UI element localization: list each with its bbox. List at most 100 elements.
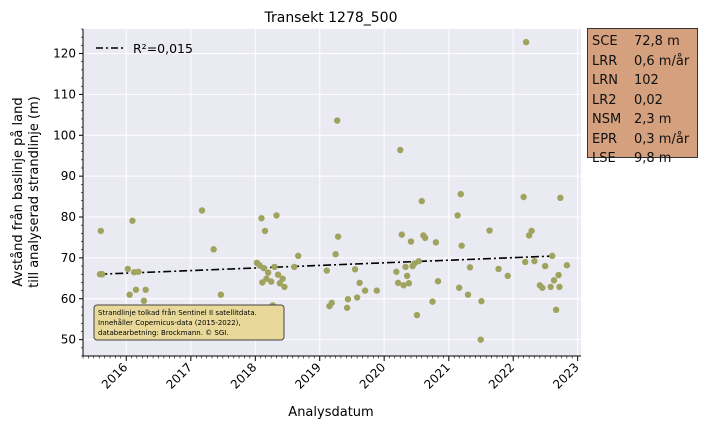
- data-point: [407, 238, 415, 245]
- data-point: [281, 283, 288, 291]
- stat-row-epr: EPR 0,3 m/år: [592, 130, 693, 150]
- stat-key: LR2: [592, 92, 617, 108]
- stats-box: SCE 72,8 m LRR 0,6 m/år LRN 102 LR2 0,02…: [587, 28, 698, 166]
- x-tick-label: 2016: [99, 360, 130, 391]
- data-point: [434, 277, 442, 285]
- data-point: [351, 266, 359, 273]
- data-point: [429, 298, 436, 305]
- data-point: [397, 146, 404, 154]
- data-point: [294, 252, 302, 260]
- data-point: [398, 231, 406, 238]
- stat-row-lr2: LR2 0,02: [592, 91, 693, 111]
- data-point: [464, 291, 472, 298]
- data-points: [96, 38, 571, 343]
- stat-value: 0,02: [634, 92, 663, 108]
- data-point: [142, 286, 149, 293]
- data-point: [273, 212, 280, 219]
- data-point: [132, 286, 140, 293]
- data-note-box: [93, 304, 285, 341]
- data-point: [418, 197, 425, 205]
- stat-key: LRN: [592, 73, 618, 88]
- data-point: [466, 264, 474, 271]
- data-point: [258, 215, 265, 222]
- data-point: [454, 212, 461, 219]
- data-point: [550, 277, 558, 284]
- stat-row-sce: SCE 72,8 m: [592, 32, 693, 52]
- data-point: [402, 263, 409, 271]
- data-point: [403, 272, 411, 280]
- x-tick-label: 2022: [486, 360, 517, 391]
- x-tick-label: 2020: [357, 360, 388, 391]
- stat-key: NSM: [592, 112, 622, 127]
- data-point: [541, 262, 549, 270]
- data-point: [279, 275, 286, 282]
- data-point: [323, 267, 330, 274]
- data-point: [97, 227, 105, 235]
- data-point: [557, 194, 564, 202]
- data-point: [373, 287, 380, 294]
- data-point: [455, 284, 463, 291]
- data-point: [486, 227, 493, 234]
- stat-value: 102: [634, 73, 659, 88]
- trend-line: [99, 255, 558, 276]
- stat-key: LSE: [592, 151, 616, 166]
- data-point: [539, 284, 546, 291]
- data-point: [267, 278, 275, 285]
- stat-key: LRR: [592, 53, 618, 69]
- stat-value: 0,6 m/år: [634, 53, 690, 69]
- data-point: [531, 257, 538, 265]
- y-tick-label: 120: [53, 47, 76, 61]
- data-point: [217, 291, 225, 298]
- stat-value: 72,8 m: [634, 34, 680, 49]
- y-axis-label-line-1: Avstånd från baslinje på land: [11, 97, 26, 286]
- data-point: [198, 207, 206, 214]
- data-point: [400, 282, 407, 289]
- data-point: [393, 268, 400, 275]
- data-point: [522, 258, 529, 266]
- data-point: [274, 271, 282, 278]
- data-point: [99, 271, 106, 278]
- data-point: [432, 239, 440, 246]
- x-tick-label: 2023: [550, 360, 581, 391]
- data-point: [457, 190, 464, 198]
- stat-key: EPR: [592, 131, 618, 147]
- x-tick-label: 2018: [228, 360, 259, 391]
- data-point: [129, 217, 136, 224]
- data-point: [394, 279, 402, 287]
- grid-lines: [83, 29, 581, 356]
- data-point: [413, 311, 421, 319]
- data-note-line-2: Innehåller Copernicus-data (2015-2022),: [98, 318, 241, 327]
- stat-key: SCE: [592, 34, 618, 49]
- data-point: [421, 234, 429, 242]
- y-tick-label: 110: [53, 87, 76, 101]
- stat-row-lse: LSE 9,8 m: [592, 149, 693, 169]
- data-point: [353, 294, 361, 301]
- data-point: [334, 117, 341, 124]
- stat-row-lrn: LRN 102: [592, 71, 693, 91]
- data-note-line-1: Strandlinje tolkad från Sentinel II sate…: [98, 308, 257, 317]
- stat-row-lrr: LRR 0,6 m/år: [592, 52, 693, 72]
- data-point: [140, 297, 148, 305]
- stat-value: 9,8 m: [634, 151, 672, 166]
- data-point: [210, 246, 217, 253]
- x-tick-label: 2021: [421, 360, 452, 391]
- y-tick-label: 80: [61, 210, 76, 224]
- data-point: [332, 251, 339, 258]
- y-axis-label-line-2: till analyserad strandlinje (m): [27, 96, 42, 288]
- y-tick-label: 100: [53, 128, 76, 142]
- data-point: [344, 295, 352, 303]
- data-point: [124, 265, 132, 273]
- data-point: [264, 269, 272, 276]
- data-point: [405, 280, 413, 287]
- trend-line-group: [99, 255, 558, 276]
- data-point: [552, 306, 560, 314]
- y-tick-label: 60: [61, 292, 76, 306]
- data-point: [260, 264, 267, 272]
- data-point: [135, 268, 142, 275]
- x-axis-label: Analysdatum: [288, 405, 373, 420]
- data-note: Strandlinje tolkad från Sentinel II sate…: [93, 304, 285, 341]
- stat-row-nsm: NSM 2,3 m: [592, 110, 693, 130]
- data-point: [556, 283, 563, 291]
- stat-value: 2,3 m: [634, 112, 672, 127]
